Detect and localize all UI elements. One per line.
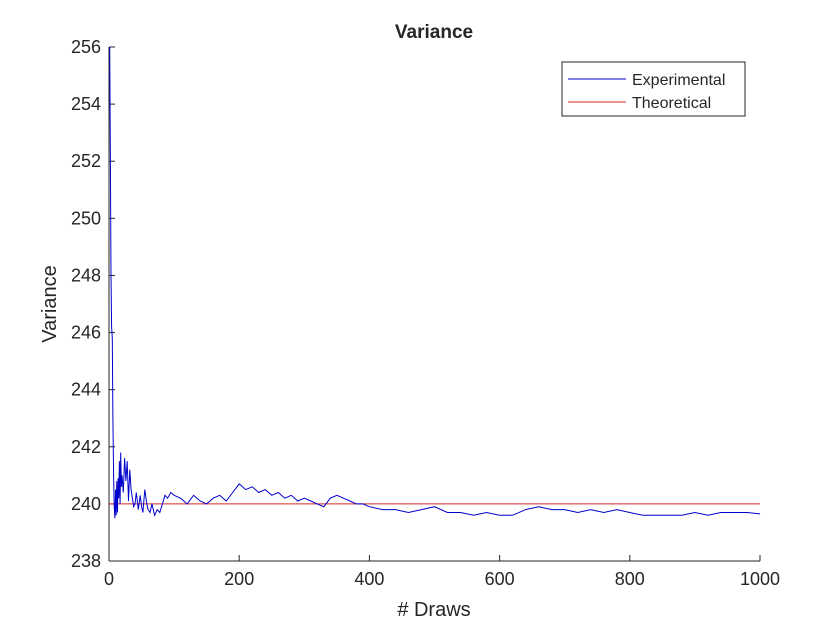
x-tick-label: 200	[224, 569, 254, 589]
x-tick-label: 400	[354, 569, 384, 589]
y-tick-label: 252	[71, 151, 101, 171]
y-axis: 238 240 242 244 246 248 250 252 254 256	[71, 37, 115, 571]
y-tick-label: 238	[71, 551, 101, 571]
x-tick-label: 600	[485, 569, 515, 589]
y-tick-label: 250	[71, 208, 101, 228]
y-tick-label: 256	[71, 37, 101, 57]
y-tick-label: 254	[71, 94, 101, 114]
legend-label: Experimental	[632, 72, 725, 89]
legend-label: Theoretical	[632, 95, 711, 112]
series-line-experimental	[109, 46, 761, 519]
y-tick-label: 242	[71, 437, 101, 457]
x-tick-label: 1000	[740, 569, 780, 589]
y-tick-label: 248	[71, 265, 101, 285]
x-axis: 0 200 400 600 800 1000	[104, 555, 780, 589]
x-tick-label: 800	[615, 569, 645, 589]
chart-title: Variance	[395, 22, 473, 43]
y-tick-label: 246	[71, 323, 101, 343]
plot-area	[108, 47, 760, 562]
y-tick-label: 244	[71, 380, 101, 400]
y-tick-label: 240	[71, 494, 101, 514]
legend-box	[561, 61, 746, 117]
y-axis-label: Variance	[39, 265, 61, 342]
series-layer	[109, 46, 761, 519]
x-axis-label: # Draws	[397, 599, 470, 621]
x-tick-label: 0	[104, 569, 114, 589]
legend: Experimental Theoretical	[561, 61, 746, 117]
